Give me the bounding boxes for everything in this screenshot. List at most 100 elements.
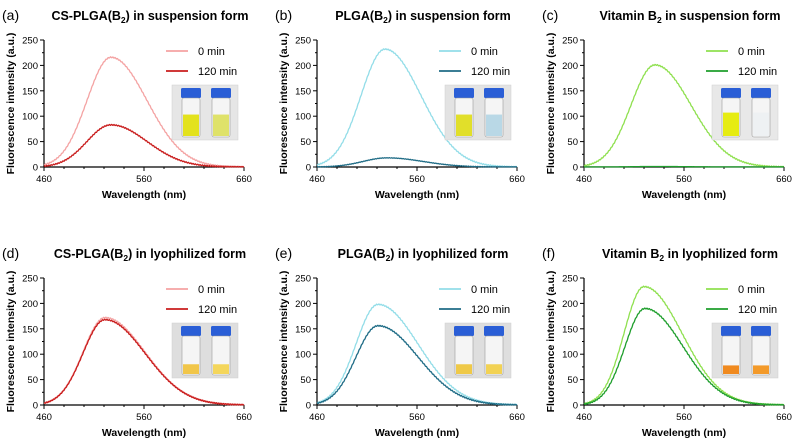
y-tick-label: 250	[22, 36, 38, 47]
x-tick-label: 660	[776, 174, 792, 185]
series-line-120-min	[43, 123, 245, 168]
panel-label: (c)	[542, 7, 558, 23]
series-line-0-min	[316, 48, 518, 168]
y-tick-label: 0	[306, 401, 311, 412]
y-tick-label: 150	[22, 324, 38, 335]
y-tick-label: 0	[573, 401, 578, 412]
y-tick-label: 200	[562, 299, 578, 310]
vial-cap	[211, 326, 231, 336]
legend-label: 0 min	[471, 284, 498, 296]
vial-cap	[454, 326, 474, 336]
y-axis-title: Fluorescence intensity (a.u.)	[278, 33, 290, 175]
legend-label: 120 min	[198, 66, 237, 78]
chart-title: CS-PLGA(B2) in lyophilized form	[54, 247, 246, 263]
legend-label: 0 min	[198, 284, 225, 296]
panel-d: (d) CS-PLGA(B2) in lyophilized form 0 50 100…	[2, 245, 252, 439]
vial-powder	[723, 365, 739, 374]
series-line-120-min	[316, 156, 518, 168]
y-tick-label: 0	[573, 163, 578, 174]
y-axis-title: Fluorescence intensity (a.u.)	[5, 271, 17, 413]
y-tick-label: 50	[300, 137, 311, 148]
panel-f: (f) Vitamin B2 in lyophilized form 0 50 100 1…	[542, 245, 792, 439]
y-tick-label: 0	[33, 163, 38, 174]
y-tick-label: 100	[22, 112, 38, 123]
y-tick-label: 200	[22, 61, 38, 72]
x-tick-label: 560	[409, 174, 425, 185]
x-tick-label: 560	[409, 412, 425, 423]
y-tick-label: 0	[33, 401, 38, 412]
series-line-120-min	[316, 324, 518, 406]
legend-label: 0 min	[738, 284, 765, 296]
vial-liquid	[456, 114, 472, 136]
y-tick-label: 50	[300, 375, 311, 386]
vial-cap	[751, 88, 771, 98]
y-tick-label: 200	[295, 299, 311, 310]
vial-photo	[444, 84, 512, 141]
x-tick-label: 660	[236, 174, 252, 185]
chart-title: Vitamin B2 in suspension form	[600, 9, 781, 25]
x-axis-title: Wavelength (nm)	[642, 189, 726, 201]
x-axis-title: Wavelength (nm)	[102, 427, 186, 439]
y-tick-label: 0	[306, 163, 311, 174]
vial-cap	[751, 326, 771, 336]
series-line-120-min	[43, 318, 245, 406]
panel-label: (d)	[2, 245, 19, 261]
vial-powder	[753, 365, 769, 374]
y-tick-label: 50	[27, 375, 38, 386]
chart-title: CS-PLGA(B2) in suspension form	[51, 9, 248, 25]
panel-c: (c) Vitamin B2 in suspension form 0 50 100 15…	[542, 7, 792, 201]
x-axis-title: Wavelength (nm)	[375, 189, 459, 201]
y-tick-label: 200	[22, 299, 38, 310]
panel-e: (e) PLGA(B2) in lyophilized form 0 50 100 150…	[275, 245, 525, 439]
vial-photo	[711, 322, 779, 379]
y-tick-label: 100	[22, 350, 38, 361]
y-axis-title: Fluorescence intensity (a.u.)	[5, 33, 17, 175]
panel-b: (b) PLGA(B2) in suspension form 0 50 100 150 2…	[275, 7, 525, 201]
series-line-120-min	[584, 307, 785, 406]
y-tick-label: 150	[295, 324, 311, 335]
series-line-0-min	[316, 303, 518, 406]
vial-liquid	[723, 112, 739, 136]
x-tick-label: 660	[509, 174, 525, 185]
vial-photo	[171, 84, 239, 141]
y-tick-label: 250	[22, 274, 38, 285]
x-tick-label: 460	[576, 174, 592, 185]
y-tick-label: 50	[567, 137, 578, 148]
vial-cap	[484, 326, 504, 336]
series-line-0-min	[583, 285, 785, 406]
y-tick-label: 200	[562, 61, 578, 72]
x-tick-label: 560	[136, 174, 152, 185]
vial-cap	[181, 326, 201, 336]
vial-liquid	[486, 114, 502, 136]
x-tick-label: 660	[236, 412, 252, 423]
y-tick-label: 250	[562, 274, 578, 285]
vial-photo	[171, 322, 239, 379]
vial-cap	[721, 88, 741, 98]
legend-label: 0 min	[471, 46, 498, 58]
x-tick-label: 660	[776, 412, 792, 423]
y-tick-label: 150	[22, 86, 38, 97]
x-tick-label: 460	[309, 412, 325, 423]
vial-body	[751, 335, 771, 376]
vial-liquid	[183, 114, 199, 136]
y-tick-label: 50	[27, 137, 38, 148]
y-tick-label: 150	[295, 86, 311, 97]
vial-cap	[721, 326, 741, 336]
vial-powder	[486, 364, 502, 374]
x-tick-label: 560	[676, 174, 692, 185]
x-axis-title: Wavelength (nm)	[642, 427, 726, 439]
x-axis-title: Wavelength (nm)	[375, 427, 459, 439]
chart-title: PLGA(B2) in lyophilized form	[338, 247, 509, 263]
y-tick-label: 100	[562, 350, 578, 361]
y-tick-label: 250	[295, 36, 311, 47]
y-tick-label: 50	[567, 375, 578, 386]
vial-cap	[454, 88, 474, 98]
vial-body	[721, 335, 741, 376]
vial-powder	[183, 364, 199, 374]
chart-title: PLGA(B2) in suspension form	[335, 9, 511, 25]
vial-powder	[213, 364, 229, 374]
legend-label: 120 min	[738, 66, 777, 78]
vial-liquid	[753, 112, 769, 136]
vial-powder	[456, 364, 472, 374]
